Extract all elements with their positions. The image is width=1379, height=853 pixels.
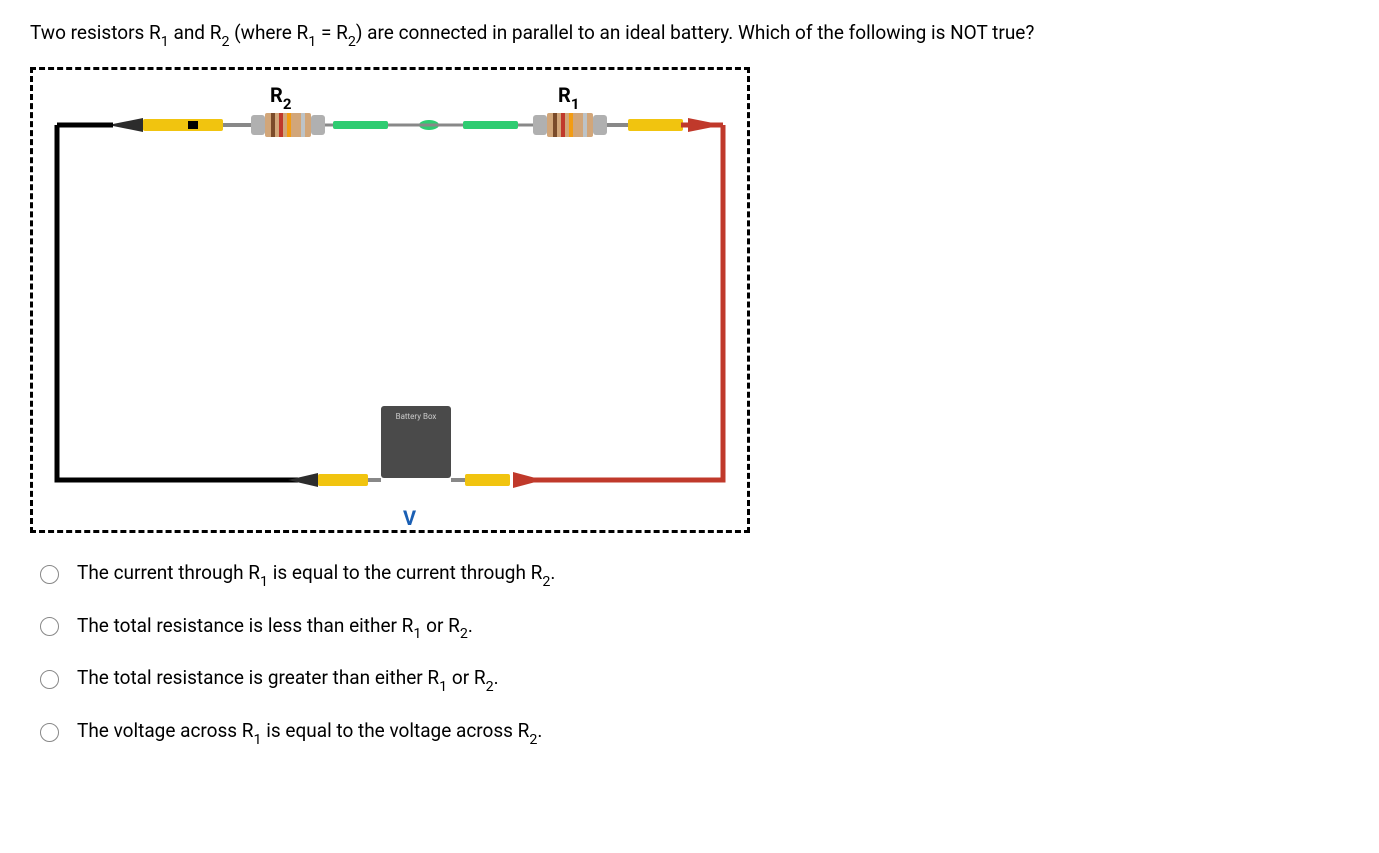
radio-icon[interactable] — [40, 670, 59, 689]
radio-icon[interactable] — [40, 723, 59, 742]
radio-icon[interactable] — [40, 565, 59, 584]
option-text: The current through R1 is equal to the c… — [77, 561, 555, 588]
option-d[interactable]: The voltage across R1 is equal to the vo… — [40, 719, 1349, 746]
answer-options: The current through R1 is equal to the c… — [40, 561, 1349, 746]
label-r2: R2 — [270, 83, 291, 111]
option-text: The voltage across R1 is equal to the vo… — [77, 719, 542, 746]
radio-icon[interactable] — [40, 617, 59, 636]
option-c[interactable]: The total resistance is greater than eit… — [40, 666, 1349, 693]
battery-label: Battery Box — [396, 412, 437, 421]
option-b[interactable]: The total resistance is less than either… — [40, 614, 1349, 641]
question-text: Two resistors R1 and R2 (where R1 = R2) … — [30, 20, 1349, 51]
option-text: The total resistance is less than either… — [77, 614, 473, 641]
option-a[interactable]: The current through R1 is equal to the c… — [40, 561, 1349, 588]
option-text: The total resistance is greater than eit… — [77, 666, 499, 693]
label-v: V — [403, 506, 416, 530]
circuit-diagram: Battery Box R2 R1 V — [30, 67, 750, 533]
battery-box: Battery Box — [381, 406, 451, 478]
label-r1: R1 — [558, 83, 579, 111]
